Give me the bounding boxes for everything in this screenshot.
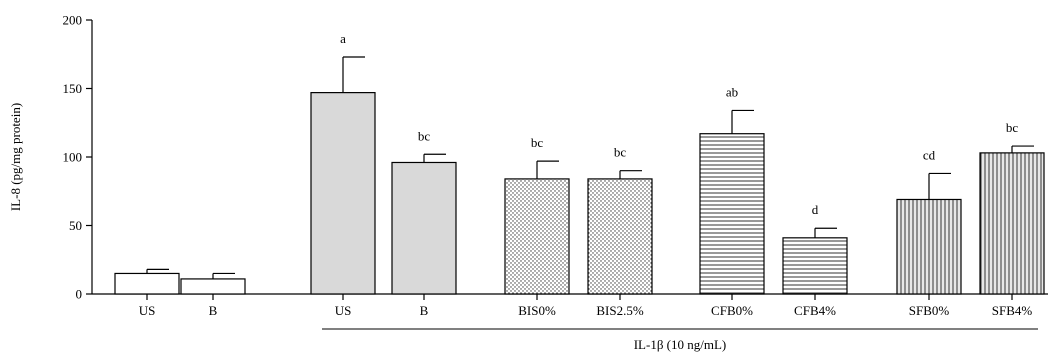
bar-group: bc xyxy=(979,120,1045,295)
bar xyxy=(114,272,180,295)
bar xyxy=(180,278,246,295)
y-axis: 0 50 100 150 200 xyxy=(63,13,93,302)
bar xyxy=(699,133,765,295)
y-tick-label: 0 xyxy=(76,287,83,302)
significance-label: cd xyxy=(923,147,936,162)
y-tick-label: 50 xyxy=(69,218,82,233)
significance-label: a xyxy=(340,31,346,46)
y-tick-label: 150 xyxy=(63,81,83,96)
significance-label: bc xyxy=(1006,120,1019,135)
x-tick-label: CFB0% xyxy=(711,303,753,318)
bar-group: bc xyxy=(391,128,457,295)
bar xyxy=(979,152,1045,295)
significance-label: bc xyxy=(418,128,431,143)
bar xyxy=(504,178,570,295)
x-tick-label: US xyxy=(139,303,156,318)
x-tick-label: SFB0% xyxy=(909,303,950,318)
bar xyxy=(896,198,962,295)
x-tick-label: BIS0% xyxy=(518,303,556,318)
y-tick-label: 200 xyxy=(63,13,83,28)
significance-label: ab xyxy=(726,84,738,99)
x-tick-label: BIS2.5% xyxy=(596,303,643,318)
x-tick-label: SFB4% xyxy=(992,303,1033,318)
x-tick-label: CFB4% xyxy=(794,303,836,318)
y-axis-title: IL-8 (pg/mg protein) xyxy=(8,103,23,211)
bar xyxy=(587,178,653,295)
bar-group xyxy=(114,268,180,295)
bar-group: bc xyxy=(587,145,653,295)
significance-label: bc xyxy=(614,145,627,160)
bar xyxy=(310,92,376,295)
bar-group: cd xyxy=(896,147,962,295)
x-tick-label: US xyxy=(335,303,352,318)
bar-group xyxy=(180,272,246,295)
x-tick-label: B xyxy=(420,303,429,318)
bar-group: bc xyxy=(504,135,570,295)
bar-group: d xyxy=(782,202,848,295)
significance-label: d xyxy=(812,202,819,217)
significance-label: bc xyxy=(531,135,544,150)
y-tick-label: 100 xyxy=(63,150,83,165)
group-label: IL-1β (10 ng/mL) xyxy=(634,337,727,352)
x-tick-label: B xyxy=(209,303,218,318)
bar-group: a xyxy=(310,31,376,295)
bar-group: ab xyxy=(699,84,765,295)
bar xyxy=(391,161,457,295)
bar xyxy=(782,237,848,295)
